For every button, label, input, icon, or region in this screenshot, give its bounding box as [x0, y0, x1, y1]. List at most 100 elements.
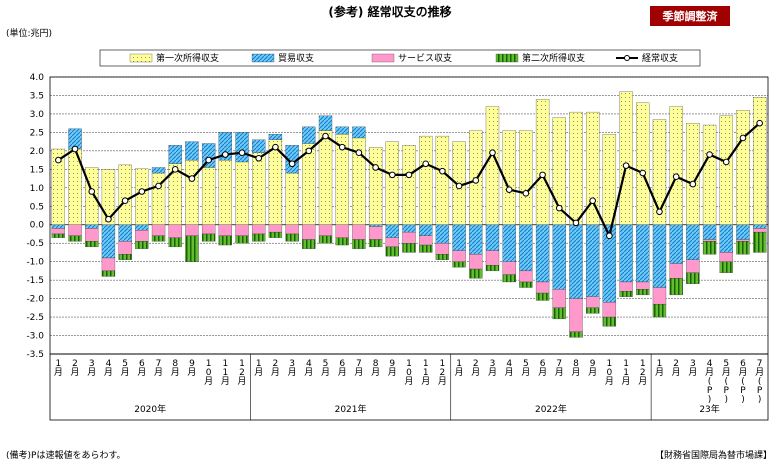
bar: [218, 224, 232, 236]
bar: [652, 224, 667, 288]
bar: [285, 172, 299, 225]
line-marker: [121, 197, 129, 205]
bar: [402, 243, 416, 253]
bar: [85, 228, 99, 242]
bar: [669, 278, 683, 296]
line-marker: [439, 167, 446, 175]
bar: [602, 316, 617, 327]
bar: [85, 167, 99, 225]
bar: [619, 224, 633, 283]
bar: [318, 115, 333, 131]
source: 【財務省国際局為替市場課】: [655, 449, 772, 461]
line-marker: [288, 160, 296, 168]
bar: [252, 224, 266, 235]
legend-box: [99, 49, 701, 67]
bar: [318, 224, 333, 236]
bar: [352, 126, 366, 139]
bar: [535, 99, 550, 225]
bar: [502, 274, 516, 283]
bar: [652, 303, 667, 318]
x-tick-label: 5 月(P): [722, 359, 731, 405]
bar: [302, 126, 316, 144]
y-tick-label: 1.0: [30, 184, 45, 194]
bar: [151, 167, 166, 174]
line-marker: [756, 119, 763, 127]
bar: [419, 135, 433, 225]
x-tick-label: 6 月(P): [738, 359, 747, 405]
bar: [335, 237, 349, 246]
bar: [385, 224, 399, 238]
y-tick-label: 0.5: [30, 202, 44, 212]
bar: [636, 224, 650, 283]
bar: [752, 228, 767, 233]
bar: [485, 224, 500, 251]
bar: [252, 139, 266, 153]
bar: [201, 233, 216, 242]
bar: [368, 226, 383, 240]
legend-label: 第二次所得収支: [522, 52, 585, 64]
bar: [135, 241, 149, 249]
bar: [719, 261, 733, 273]
bar: [235, 235, 249, 244]
legend-swatch: [371, 53, 395, 63]
legend-marker: [624, 55, 630, 61]
bar: [469, 224, 483, 255]
line-marker: [472, 177, 480, 184]
line-marker: [622, 162, 630, 169]
legend-swatch: [129, 53, 153, 63]
y-tick-label: -1.0: [26, 258, 44, 268]
line-marker: [455, 182, 463, 190]
bar: [686, 224, 700, 260]
bar: [151, 235, 166, 242]
bar: [218, 159, 232, 225]
bar: [185, 159, 199, 225]
line-marker: [155, 182, 162, 190]
unit-label: (単位:兆円): [6, 27, 52, 39]
bar: [151, 224, 166, 236]
legend-label: 貿易収支: [278, 52, 314, 64]
bar: [569, 298, 583, 332]
badge: 季節調整済: [662, 9, 719, 23]
bar: [168, 224, 182, 238]
year-label: 2021年: [335, 403, 367, 415]
bar: [535, 224, 550, 283]
year-label: 2020年: [134, 403, 166, 415]
bar: [752, 97, 767, 225]
bar: [619, 291, 633, 297]
bar: [619, 91, 633, 225]
bar: [535, 292, 550, 301]
bar: [586, 224, 600, 297]
line-marker: [706, 151, 713, 158]
bar: [85, 224, 99, 229]
bar: [368, 239, 383, 248]
bar: [519, 130, 533, 225]
y-tick-label: 3.5: [30, 91, 44, 101]
bar: [502, 224, 516, 262]
line-marker: [372, 164, 379, 171]
x-tick-label: 7 月(P): [755, 359, 764, 405]
bar: [135, 230, 149, 242]
line-marker: [138, 188, 146, 195]
bar: [402, 224, 416, 233]
bar: [368, 224, 383, 227]
bar: [201, 143, 216, 168]
legend-label: 経常収支: [642, 52, 678, 64]
bar: [352, 224, 366, 240]
line-marker: [355, 149, 363, 157]
bar: [469, 254, 483, 270]
bar: [435, 135, 450, 225]
y-tick-label: 0.0: [30, 221, 45, 231]
bar: [268, 231, 283, 238]
